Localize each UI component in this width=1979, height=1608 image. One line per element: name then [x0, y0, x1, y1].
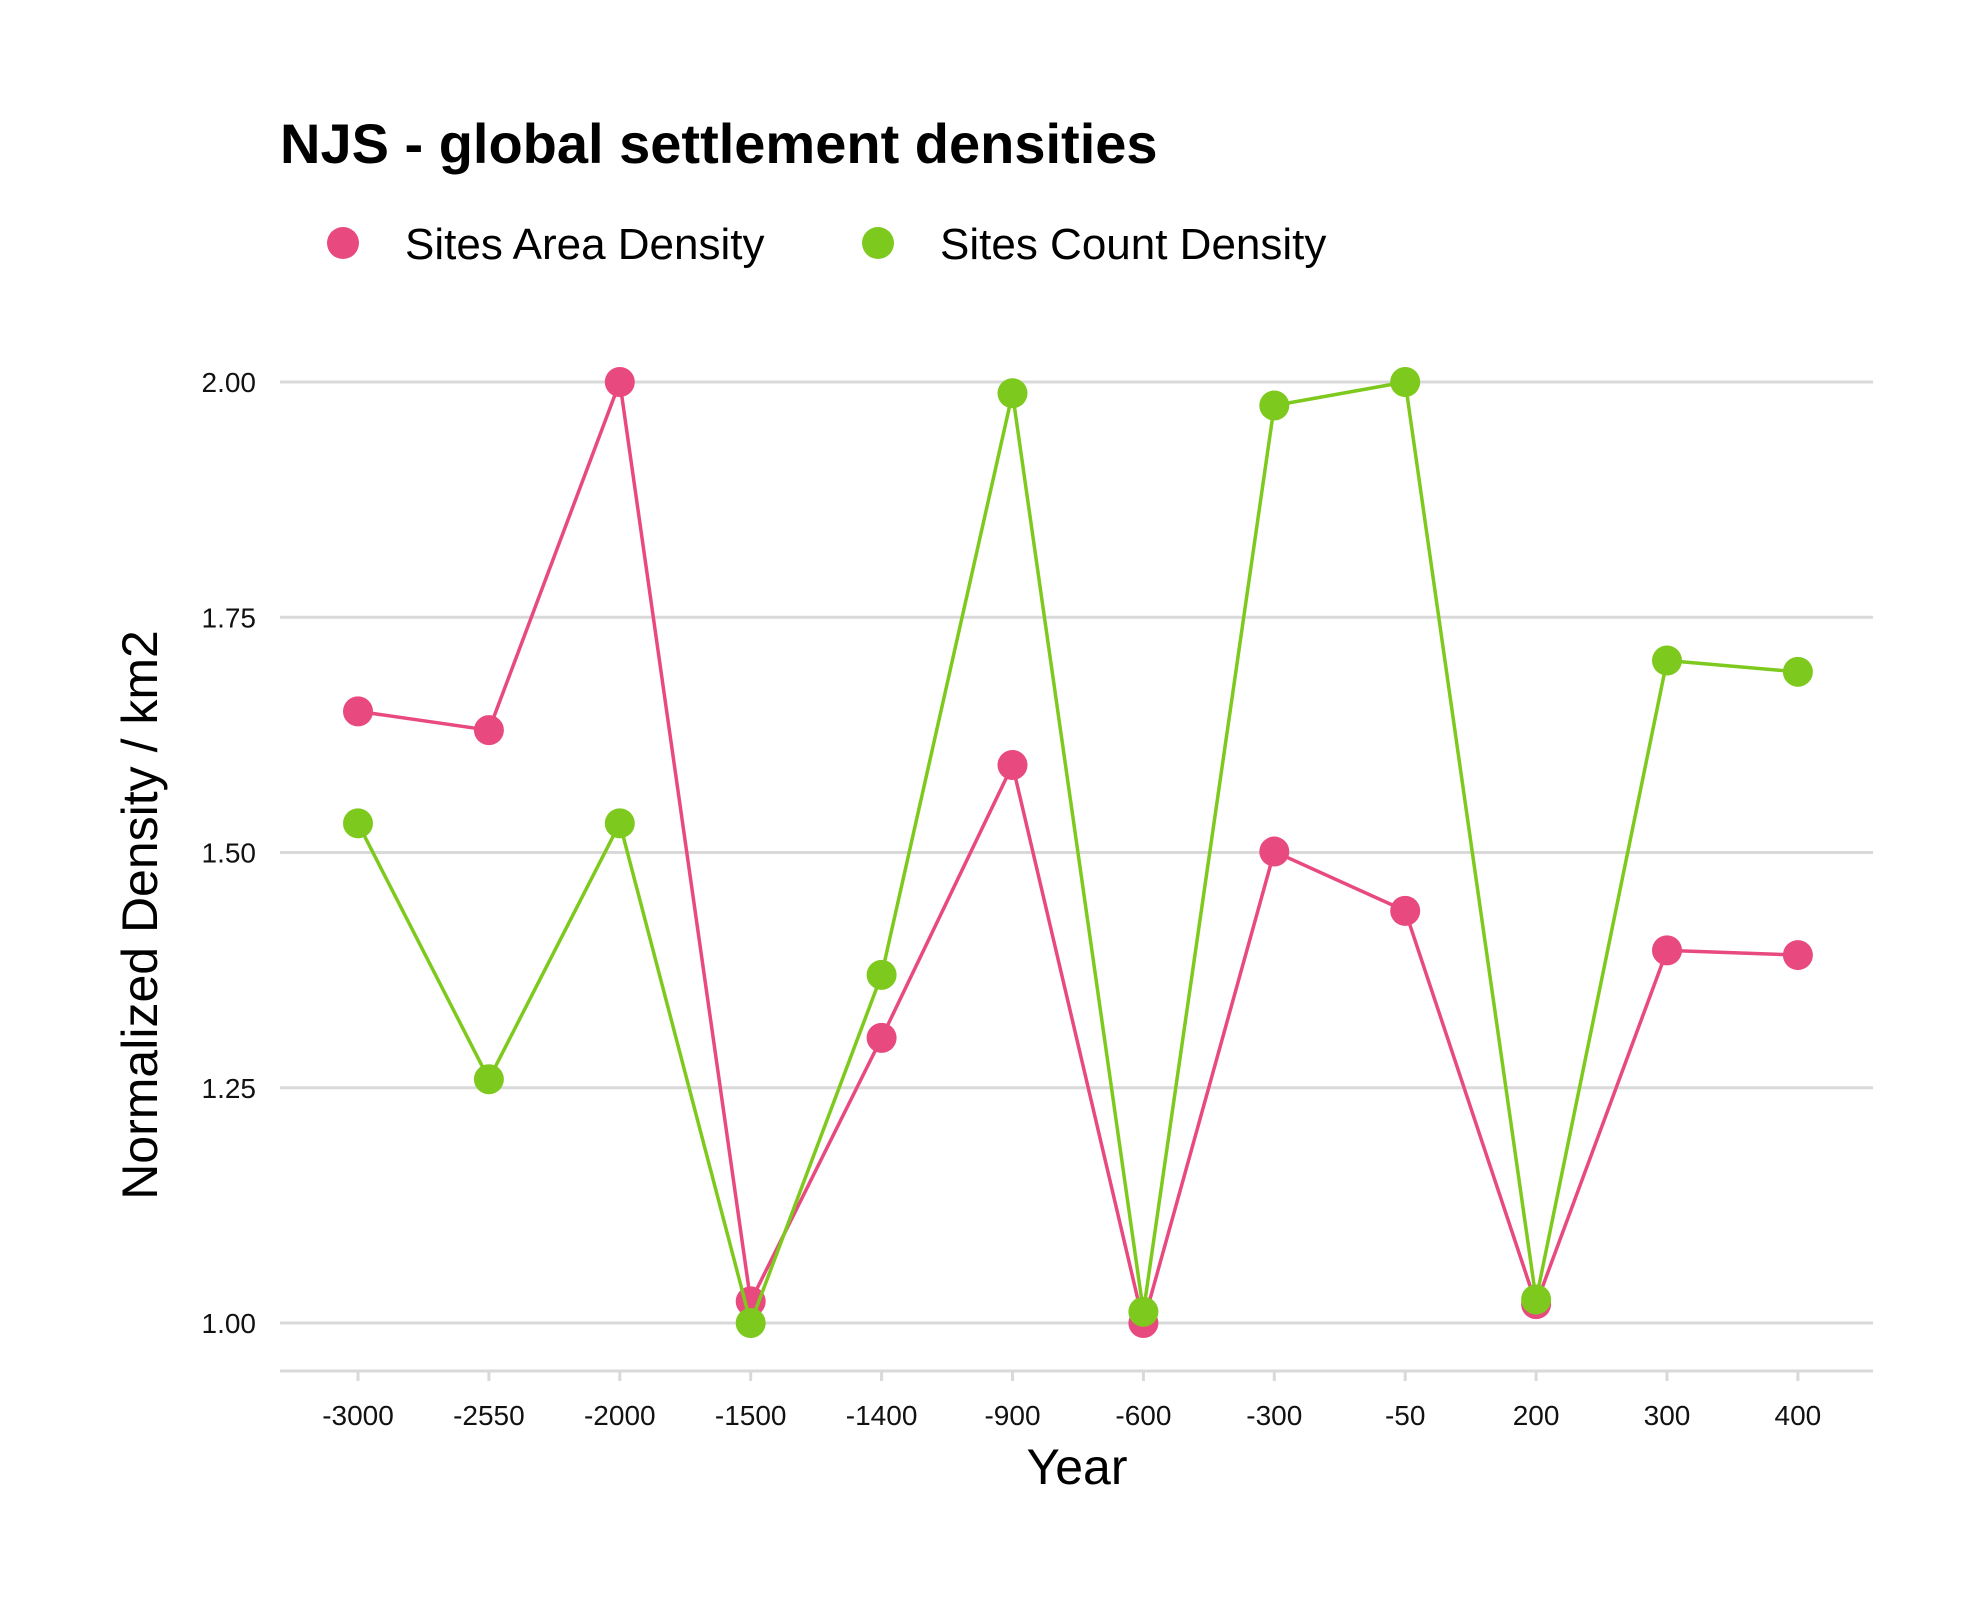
y-tick-label: 1.25 [202, 1073, 257, 1104]
data-point [1782, 940, 1813, 971]
y-axis-title: Normalized Density / km2 [112, 630, 168, 1200]
legend-label: Sites Count Density [940, 220, 1326, 269]
data-point [604, 808, 635, 839]
legend: Sites Area Density Sites Count Density [327, 220, 1326, 269]
data-point [343, 808, 373, 839]
x-tick-label: -1500 [715, 1400, 787, 1431]
legend-marker [327, 227, 359, 259]
x-axis-ticks: -3000 -2550 -2000 -1500 -1400 -900 -600 -300 -50… [322, 1371, 1821, 1431]
x-tick-label: -3000 [322, 1400, 394, 1431]
x-tick-label: -50 [1385, 1400, 1425, 1431]
x-tick-label: -2000 [584, 1400, 656, 1431]
legend-label: Sites Area Density [405, 220, 765, 269]
data-point [343, 696, 373, 727]
x-tick-label: 200 [1513, 1400, 1560, 1431]
x-tick-label: -600 [1115, 1400, 1171, 1431]
x-tick-label: 300 [1644, 1400, 1691, 1431]
y-axis-ticks: 1.00 1.25 1.50 1.75 2.00 [202, 367, 257, 1339]
x-tick-label: -2550 [453, 1400, 525, 1431]
x-axis-title: Year [1026, 1439, 1127, 1495]
x-tick-label: -1400 [846, 1400, 918, 1431]
series-line [356, 380, 1799, 1325]
data-point [473, 715, 504, 746]
data-point [866, 959, 897, 990]
data-point [1390, 895, 1421, 926]
y-tick-label: 2.00 [202, 367, 257, 398]
plot-area [343, 367, 1813, 1338]
series-line [357, 380, 1798, 1325]
legend-marker [862, 227, 894, 259]
data-point [473, 1064, 504, 1095]
data-point [1652, 645, 1682, 676]
data-point [604, 367, 635, 397]
data-point [735, 1308, 766, 1338]
data-point [1259, 836, 1290, 867]
data-point [1521, 1284, 1552, 1315]
x-tick-label: -300 [1246, 1400, 1302, 1431]
legend-item: Sites Area Density [327, 220, 765, 269]
data-point [1782, 656, 1813, 687]
y-tick-label: 1.75 [202, 602, 257, 633]
y-tick-label: 1.00 [202, 1308, 257, 1339]
legend-item: Sites Count Density [862, 220, 1326, 269]
y-tick-label: 1.50 [202, 838, 257, 869]
data-point [1259, 390, 1290, 421]
series-sites-count-density [343, 367, 1813, 1338]
data-point [866, 1022, 897, 1053]
x-tick-label: -900 [984, 1400, 1040, 1431]
data-point [1128, 1296, 1159, 1327]
data-point [997, 378, 1028, 409]
data-point [997, 749, 1028, 780]
x-tick-label: 400 [1775, 1400, 1822, 1431]
chart-title: NJS - global settlement densities [280, 112, 1158, 175]
data-point [1652, 935, 1682, 966]
data-point [1390, 367, 1421, 397]
